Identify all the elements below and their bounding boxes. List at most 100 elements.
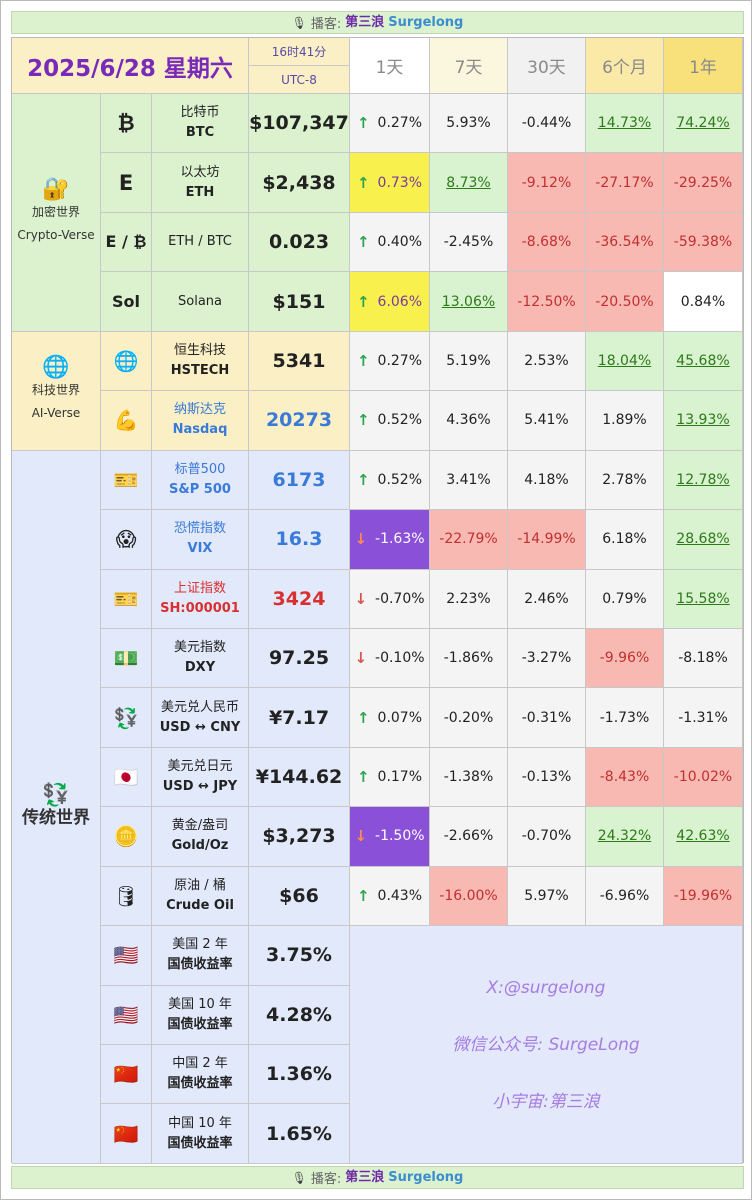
change-value: 5.19% <box>446 352 491 369</box>
eth-icon: E <box>101 153 152 213</box>
shanghai-value: 3424 <box>249 569 350 629</box>
asset-name-cn: 美元兑日元 <box>167 759 233 775</box>
change-value: 74.24% <box>676 115 730 132</box>
change-value: 4.18% <box>524 471 569 488</box>
usd-cny-icon: 💱 <box>101 688 152 748</box>
change-value: 45.68% <box>676 352 730 369</box>
change-value: -16.00% <box>439 887 498 904</box>
time-text: 16时41分 <box>249 38 349 66</box>
section-traditional-cn: 传统世界 <box>22 807 90 828</box>
solana-change-6m: -20.50% <box>586 272 664 332</box>
btc-change-1y: 74.24% <box>664 94 743 154</box>
vix-icon: 😱 <box>101 510 152 570</box>
change-value: -0.10% <box>375 650 425 667</box>
arrow-up-icon: ↑ <box>356 233 370 252</box>
asset-name-cn: 恐慌指数 <box>173 521 226 537</box>
dxy-icon: 💵 <box>101 628 152 689</box>
change-value: 8.73% <box>446 174 491 191</box>
section-ai: 🌐 科技世界 AI-Verse <box>12 331 101 451</box>
change-value: -36.54% <box>595 234 654 251</box>
nasdaq-name: 纳斯达克 Nasdaq <box>152 391 249 451</box>
arrow-down-icon: ↓ <box>354 827 368 846</box>
watermark-x: X:@surgelong <box>486 977 606 998</box>
vix-change-6m: 6.18% <box>586 510 664 570</box>
hstech-change-1y: 45.68% <box>664 331 743 392</box>
nasdaq-icon: 💪 <box>101 391 152 451</box>
banner-label: 播客: <box>310 1172 342 1187</box>
eth-change-7d: 8.73% <box>430 153 508 213</box>
bottom-banner: 🎙 播客: 第三浪 Surgelong <box>11 1166 744 1189</box>
arrow-down-icon: ↓ <box>354 530 368 549</box>
nasdaq-change-7d: 4.36% <box>430 391 508 451</box>
change-value: -1.73% <box>599 709 650 726</box>
cn-10y-value: 1.65% <box>249 1104 350 1164</box>
crude-oil-name: 原油 / 桶 Crude Oil <box>152 866 249 927</box>
dxy-change-1y: -8.18% <box>664 628 743 689</box>
eth-name: 以太坊 ETH <box>152 153 249 213</box>
gold-change-30d: -0.70% <box>508 807 586 867</box>
eth-btc-change-1d: ↑ 0.40% <box>350 212 430 273</box>
shanghai-icon: 🎫 <box>101 569 152 629</box>
usd-jpy-icon: 🇯🇵 <box>101 747 152 808</box>
change-value: 18.04% <box>597 352 652 369</box>
gold-change-7d: -2.66% <box>430 807 508 867</box>
change-value: 2.78% <box>602 471 647 488</box>
gold-name: 黄金/盎司 Gold/Oz <box>152 807 249 867</box>
eth-btc-change-1y: -59.38% <box>664 212 743 273</box>
shanghai-change-1d: ↓ -0.70% <box>350 569 430 629</box>
vix-value: 16.3 <box>249 510 350 570</box>
change-value: -20.50% <box>595 293 654 310</box>
vix-change-7d: -22.79% <box>430 510 508 570</box>
change-value: -29.25% <box>673 174 733 191</box>
time-cell: 16时41分 UTC-8 <box>249 38 350 94</box>
asset-name-cn: 上证指数 <box>173 580 226 596</box>
crude-oil-change-30d: 5.97% <box>508 866 586 927</box>
change-value: -1.86% <box>443 650 494 667</box>
asset-name-cn: 原油 / 桶 <box>174 877 226 893</box>
dxy-change-7d: -1.86% <box>430 628 508 689</box>
nasdaq-change-1y: 13.93% <box>664 391 743 451</box>
shanghai-name: 上证指数 SH:000001 <box>152 569 249 629</box>
btc-change-6m: 14.73% <box>586 94 664 154</box>
btc-change-1d: ↑ 0.27% <box>350 94 430 154</box>
change-value: 0.27% <box>377 352 423 369</box>
change-value: 0.52% <box>377 412 423 429</box>
change-value: 2.46% <box>524 590 569 607</box>
change-value: 0.43% <box>377 887 423 904</box>
asset-name-en: S&P 500 <box>169 481 231 497</box>
asset-name-cn: 美国 2 年 <box>172 937 228 953</box>
usd-cny-change-6m: -1.73% <box>586 688 664 748</box>
usd-jpy-name: 美元兑日元 USD ↔ JPY <box>152 747 249 808</box>
period-1y[interactable]: 1年 <box>664 38 743 94</box>
period-1d[interactable]: 1天 <box>350 38 430 94</box>
gold-change-6m: 24.32% <box>586 807 664 867</box>
cn-2y-name: 中国 2 年国债收益率 <box>152 1045 249 1105</box>
btc-icon: ₿ <box>101 94 152 154</box>
solana-name: Solana <box>152 272 249 332</box>
arrow-up-icon: ↑ <box>356 351 370 370</box>
period-6m[interactable]: 6个月 <box>586 38 664 94</box>
period-7d[interactable]: 7天 <box>430 38 508 94</box>
period-30d[interactable]: 30天 <box>508 38 586 94</box>
nasdaq-change-30d: 5.41% <box>508 391 586 451</box>
asset-name-en: 国债收益率 <box>167 1076 233 1092</box>
btc-value: $107,347 <box>249 94 350 154</box>
eth-change-6m: -27.17% <box>586 153 664 213</box>
dxy-change-1d: ↓ -0.10% <box>350 628 430 689</box>
usd-jpy-change-30d: -0.13% <box>508 747 586 808</box>
sp500-icon: 🎫 <box>101 450 152 511</box>
dxy-name: 美元指数 DXY <box>152 628 249 689</box>
asset-name-en: Gold/Oz <box>171 838 229 854</box>
asset-name-en: BTC <box>185 125 215 141</box>
change-value: -9.12% <box>521 174 572 191</box>
market-table: 2025/6/28 星期六 16时41分 UTC-8 1天 7天 30天 6个月… <box>11 37 744 1164</box>
globe-icon: 🌐 <box>42 355 70 381</box>
asset-name-cn: ETH / BTC <box>168 234 232 250</box>
change-value: -59.38% <box>673 234 733 251</box>
change-value: 13.93% <box>676 412 730 429</box>
change-value: 28.68% <box>676 531 730 548</box>
change-value: 1.89% <box>602 412 647 429</box>
crude-oil-change-6m: -6.96% <box>586 866 664 927</box>
asset-name-en: Crude Oil <box>166 897 234 913</box>
asset-name-cn: 美元兑人民币 <box>160 699 239 715</box>
